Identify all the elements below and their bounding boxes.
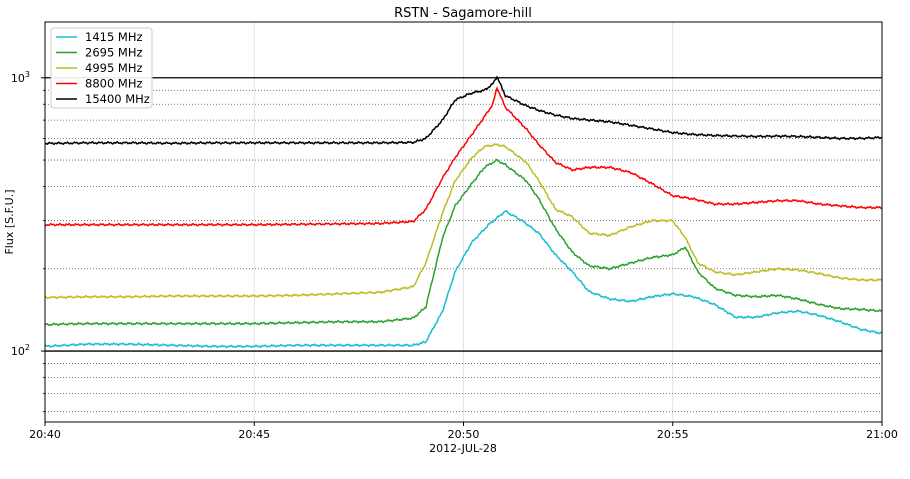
legend-entry: 15400 MHz [85,92,150,106]
legend-entry: 8800 MHz [85,77,143,91]
series-line-1415-mhz [44,209,883,349]
y-tick-label: 102 [11,343,30,358]
legend-entry: 2695 MHz [85,46,143,60]
x-axis-label: 2012-JUL-28 [429,442,497,455]
legend-entry: 4995 MHz [85,61,143,75]
legend-box [50,27,153,109]
series-lines [44,75,883,349]
x-tick-label: 20:50 [448,428,480,441]
series-line-2695-mhz [44,158,883,327]
series-line-8800-mhz [44,85,883,227]
x-tick-label: 20:55 [657,428,689,441]
series-line-4995-mhz [44,142,883,300]
x-tick-label: 20:45 [238,428,270,441]
y-tick-label: 103 [11,70,30,85]
series-line-15400-mhz [44,75,883,146]
y-axis-label: Flux [S.F.U.] [3,189,16,254]
x-tick-label: 20:40 [29,428,61,441]
x-axis: 20:40 20:45 20:50 20:55 21:00 [29,422,898,441]
x-tick-label: 21:00 [866,428,898,441]
gridlines [44,22,883,422]
legend-entry: 1415 MHz [85,30,143,44]
chart-title: RSTN - Sagamore-hill [394,6,532,21]
y-axis: 102 103 [11,70,45,413]
